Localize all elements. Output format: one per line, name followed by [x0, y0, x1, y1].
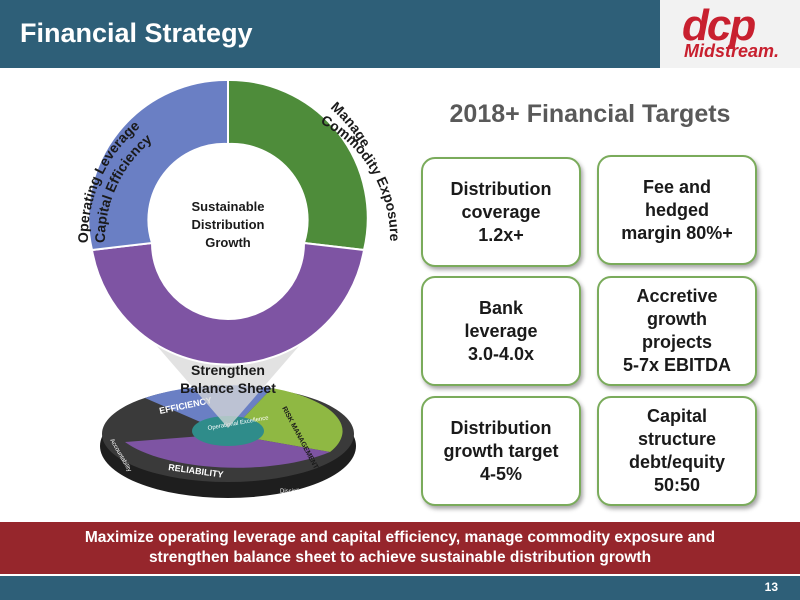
platter-graphic: EFFICIENCY RISK MANAGEMENT RELIABILITY O…: [100, 385, 356, 498]
target-bank-leverage: Bank leverage 3.0-4.0x: [421, 276, 581, 386]
platter-label-disciplines: Disciplines: [280, 489, 309, 495]
donut-hole: [154, 144, 302, 292]
target-distribution-growth: Distribution growth target 4-5%: [421, 396, 581, 506]
donut-center-line1: Sustainable: [192, 199, 265, 214]
target-capital-structure: Capital structure debt/equity 50:50: [597, 396, 757, 506]
logo-name: Midstream.: [684, 41, 780, 61]
donut-segment-commodity: [227, 78, 369, 252]
label-strengthen: Strengthen: [191, 362, 265, 378]
dcp-logo: dcp: [682, 1, 756, 50]
logo-panel: [660, 0, 800, 68]
platter-reliability: [125, 434, 330, 468]
page-number: 13: [764, 580, 778, 594]
donut-segment-balance-sheet: [90, 241, 366, 366]
donut-segment-operating: [87, 78, 229, 252]
donut-chart: Sustainable Distribution Growth: [87, 78, 369, 366]
summary-banner: Maximize operating leverage and capital …: [0, 522, 800, 574]
summary-line2: strengthen balance sheet to achieve sust…: [148, 549, 652, 566]
donut-center-line2: Distribution: [192, 217, 265, 232]
strategy-diagram: EFFICIENCY RISK MANAGEMENT RELIABILITY O…: [75, 78, 403, 498]
label-balance-sheet: Balance Sheet: [180, 380, 276, 396]
summary-line1: Maximize operating leverage and capital …: [84, 529, 716, 546]
footer-bar: [0, 576, 800, 600]
targets-title: 2018+ Financial Targets: [449, 100, 731, 128]
target-accretive-growth: Accretive growth projects 5-7x EBITDA: [597, 276, 757, 386]
target-distribution-coverage: Distribution coverage 1.2x+: [421, 157, 581, 267]
target-fee-hedged-margin: Fee and hedged margin 80%+: [597, 155, 757, 265]
page-title: Financial Strategy: [20, 18, 253, 48]
pin-cone: [150, 338, 306, 428]
donut-center-line3: Growth: [205, 235, 251, 250]
platter-center: [192, 416, 264, 446]
